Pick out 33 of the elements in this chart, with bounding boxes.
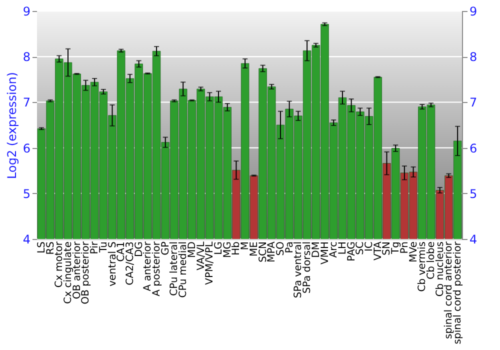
x-tick-label: spinal cord posterior [452, 240, 464, 344]
x-tick-label: DG [134, 242, 145, 257]
x-tick-label: Cx cingulate [62, 242, 74, 304]
x-tick-label: MD [186, 241, 198, 258]
x-tick-label: MVe [408, 242, 420, 262]
y2-tick-label: 6 [470, 141, 478, 156]
y-axis-title: Log2 (expression) [4, 72, 19, 179]
x-tick-label: Tu [98, 242, 110, 254]
y-tick-label: 5 [22, 186, 30, 201]
x-tick-label: Tg [390, 242, 402, 255]
y2-tick-label: 4 [470, 232, 478, 246]
x-tick-label: ME [248, 242, 260, 256]
y-tick-label: 7 [22, 96, 30, 110]
y-tick-label: 6 [22, 141, 30, 156]
y2-tick-label: 5 [470, 186, 478, 201]
x-tick-label: RS [45, 242, 56, 255]
y-tick-label: 8 [22, 50, 30, 64]
x-tick-label: A posterior [152, 240, 163, 296]
x-tick-label: Pa [284, 242, 296, 254]
x-tick-label: CA2/CA3 [124, 242, 136, 286]
x-tick-label: Pn [399, 242, 410, 254]
y2-tick-label: 8 [470, 50, 478, 64]
y-tick-label: 9 [22, 4, 30, 18]
y2-tick-label: 9 [470, 4, 478, 18]
x-tick-label: Cb lobe [426, 242, 438, 280]
y-tick-label: 4 [22, 232, 30, 246]
x-tick-label: OB posterior [80, 240, 92, 304]
x-tick-label: SO [275, 241, 286, 256]
y2-tick-label: 7 [470, 96, 478, 110]
x-tick-label: LS [36, 242, 48, 254]
x-tick-label: DM [310, 242, 322, 258]
x-tick-label: GP [160, 242, 172, 256]
x-tick-label: LH [337, 242, 348, 255]
